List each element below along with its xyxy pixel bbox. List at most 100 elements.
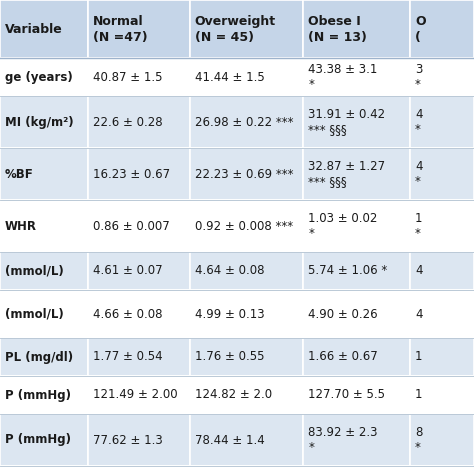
Bar	[410, 200, 474, 252]
Text: 1.77 ± 0.54: 1.77 ± 0.54	[93, 350, 162, 364]
Bar	[0, 338, 88, 376]
Bar	[410, 376, 474, 414]
Bar	[190, 466, 303, 474]
Text: 41.44 ± 1.5: 41.44 ± 1.5	[195, 71, 264, 83]
Bar	[410, 414, 474, 466]
Text: Normal
(N =47): Normal (N =47)	[93, 15, 147, 44]
Bar	[410, 290, 474, 338]
Text: 16.23 ± 0.67: 16.23 ± 0.67	[93, 167, 170, 181]
Text: ge (years): ge (years)	[5, 71, 73, 83]
Text: 22.6 ± 0.28: 22.6 ± 0.28	[93, 116, 162, 128]
Bar	[0, 466, 88, 474]
Bar	[88, 338, 190, 376]
Bar	[190, 376, 303, 414]
Text: 1: 1	[415, 350, 422, 364]
Bar	[190, 96, 303, 148]
Text: P (mmHg): P (mmHg)	[5, 434, 71, 447]
Text: MI (kg/m²): MI (kg/m²)	[5, 116, 73, 128]
Text: 0.86 ± 0.007: 0.86 ± 0.007	[93, 219, 169, 233]
Text: 4.64 ± 0.08: 4.64 ± 0.08	[195, 264, 264, 277]
Bar	[303, 290, 410, 338]
Text: 127.70 ± 5.5: 127.70 ± 5.5	[309, 389, 385, 401]
Text: PL (mg/dl): PL (mg/dl)	[5, 350, 73, 364]
Bar	[190, 290, 303, 338]
Text: 43.38 ± 3.1
*: 43.38 ± 3.1 *	[309, 63, 378, 91]
Bar	[0, 200, 88, 252]
Bar	[0, 376, 88, 414]
Bar	[190, 414, 303, 466]
Text: Variable: Variable	[5, 22, 63, 36]
Text: 31.91 ± 0.42
*** §§§: 31.91 ± 0.42 *** §§§	[309, 108, 385, 136]
Text: 40.87 ± 1.5: 40.87 ± 1.5	[93, 71, 162, 83]
Text: 8
*: 8 *	[415, 426, 422, 454]
Bar	[88, 200, 190, 252]
Text: 4.90 ± 0.26: 4.90 ± 0.26	[309, 308, 378, 320]
Bar	[303, 96, 410, 148]
Bar	[190, 200, 303, 252]
Text: (mmol/L): (mmol/L)	[5, 308, 64, 320]
Text: 1: 1	[415, 389, 422, 401]
Text: 4: 4	[415, 308, 422, 320]
Text: 124.82 ± 2.0: 124.82 ± 2.0	[195, 389, 272, 401]
Bar	[0, 414, 88, 466]
Bar	[303, 338, 410, 376]
Text: 0.92 ± 0.008 ***: 0.92 ± 0.008 ***	[195, 219, 293, 233]
Bar	[303, 148, 410, 200]
Text: 22.23 ± 0.69 ***: 22.23 ± 0.69 ***	[195, 167, 293, 181]
Text: (mmol/L): (mmol/L)	[5, 264, 64, 277]
Bar	[410, 0, 474, 58]
Text: 4.99 ± 0.13: 4.99 ± 0.13	[195, 308, 264, 320]
Text: 26.98 ± 0.22 ***: 26.98 ± 0.22 ***	[195, 116, 293, 128]
Bar	[0, 0, 88, 58]
Bar	[303, 200, 410, 252]
Text: 32.87 ± 1.27
*** §§§: 32.87 ± 1.27 *** §§§	[309, 160, 385, 188]
Bar	[88, 414, 190, 466]
Bar	[0, 148, 88, 200]
Text: 4
*: 4 *	[415, 160, 422, 188]
Text: %BF: %BF	[5, 167, 34, 181]
Text: 5.74 ± 1.06 *: 5.74 ± 1.06 *	[309, 264, 388, 277]
Bar	[88, 376, 190, 414]
Bar	[88, 58, 190, 96]
Bar	[303, 466, 410, 474]
Bar	[0, 96, 88, 148]
Text: 77.62 ± 1.3: 77.62 ± 1.3	[93, 434, 163, 447]
Text: 121.49 ± 2.00: 121.49 ± 2.00	[93, 389, 177, 401]
Bar	[88, 290, 190, 338]
Bar	[410, 58, 474, 96]
Bar	[88, 96, 190, 148]
Bar	[88, 148, 190, 200]
Bar	[88, 466, 190, 474]
Bar	[88, 0, 190, 58]
Bar	[303, 414, 410, 466]
Text: O
(: O (	[415, 15, 426, 44]
Text: 4
*: 4 *	[415, 108, 422, 136]
Text: 83.92 ± 2.3
*: 83.92 ± 2.3 *	[309, 426, 378, 454]
Text: 1.66 ± 0.67: 1.66 ± 0.67	[309, 350, 378, 364]
Bar	[190, 252, 303, 290]
Bar	[410, 252, 474, 290]
Bar	[190, 338, 303, 376]
Bar	[190, 0, 303, 58]
Bar	[410, 466, 474, 474]
Bar	[303, 58, 410, 96]
Text: Overweight
(N = 45): Overweight (N = 45)	[195, 15, 276, 44]
Text: 4: 4	[415, 264, 422, 277]
Bar	[88, 252, 190, 290]
Text: 1.03 ± 0.02
*: 1.03 ± 0.02 *	[309, 212, 378, 240]
Bar	[410, 148, 474, 200]
Text: 1
*: 1 *	[415, 212, 422, 240]
Text: 1.76 ± 0.55: 1.76 ± 0.55	[195, 350, 264, 364]
Bar	[0, 290, 88, 338]
Bar	[0, 252, 88, 290]
Bar	[303, 376, 410, 414]
Bar	[190, 58, 303, 96]
Bar	[410, 96, 474, 148]
Text: 78.44 ± 1.4: 78.44 ± 1.4	[195, 434, 264, 447]
Bar	[0, 58, 88, 96]
Text: 3
*: 3 *	[415, 63, 422, 91]
Text: 4.61 ± 0.07: 4.61 ± 0.07	[93, 264, 162, 277]
Text: WHR: WHR	[5, 219, 37, 233]
Text: Obese I
(N = 13): Obese I (N = 13)	[309, 15, 367, 44]
Bar	[190, 148, 303, 200]
